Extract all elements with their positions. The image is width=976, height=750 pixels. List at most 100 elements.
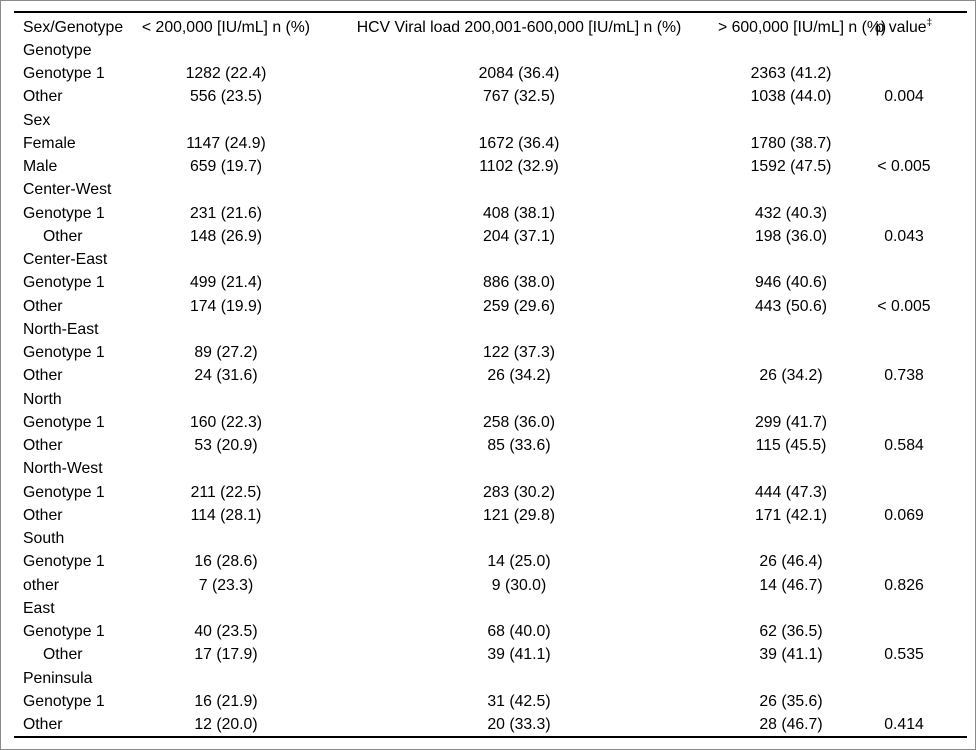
p-value-cell: 0.069	[884, 506, 924, 524]
p-value-cell	[864, 109, 967, 132]
row-label-cell: North-East	[23, 320, 99, 338]
count-lt-200k-cell: 174 (19.9)	[189, 297, 262, 315]
row-label-cell: Genotype 1	[23, 483, 105, 501]
data-row: Other 12 (20.0) 20 (33.3) 28 (46.7) 0.414	[14, 713, 967, 737]
data-row: Other 24 (31.6) 26 (34.2) 26 (34.2) 0.738	[14, 364, 967, 387]
p-value-cell: 0.584	[884, 437, 924, 454]
data-row: Genotype 1 160 (22.3) 258 (36.0) 299 (41.7)	[14, 411, 967, 434]
count-gt-600k-cell	[718, 109, 864, 132]
count-gt-600k-cell: 14 (46.7)	[759, 576, 823, 594]
p-value-cell	[864, 550, 967, 573]
count-200k-600k-cell: 1672 (36.4)	[478, 134, 560, 152]
p-value-cell	[864, 411, 967, 434]
count-lt-200k-cell	[132, 178, 320, 201]
p-value-cell	[864, 202, 967, 225]
count-200k-600k-cell: 85 (33.6)	[487, 437, 551, 454]
data-row: Genotype 1 499 (21.4) 886 (38.0) 946 (40.6)	[14, 271, 967, 294]
section-row: Sex	[14, 109, 967, 132]
row-label-cell: South	[23, 530, 65, 547]
count-lt-200k-cell	[132, 667, 320, 690]
p-value-cell: < 0.005	[877, 297, 931, 315]
row-label-cell: Genotype 1	[23, 553, 105, 571]
count-lt-200k-cell	[132, 597, 320, 620]
count-gt-600k-cell	[718, 597, 864, 620]
p-value-cell	[864, 62, 967, 85]
count-200k-600k-cell	[320, 109, 718, 132]
count-gt-600k-cell: 1038 (44.0)	[750, 88, 832, 106]
col-header-p-value: p value‡	[864, 12, 967, 39]
count-200k-600k-cell	[320, 178, 718, 201]
count-gt-600k-cell: 1592 (47.5)	[750, 158, 832, 175]
count-200k-600k-cell: 258 (36.0)	[482, 413, 555, 431]
row-label-cell: Genotype 1	[23, 65, 105, 82]
count-lt-200k-cell	[132, 527, 320, 550]
data-row: Other 17 (17.9) 39 (41.1) 39 (41.1) 0.535	[14, 643, 967, 666]
count-lt-200k-cell: 7 (23.3)	[198, 576, 254, 594]
count-gt-600k-cell: 62 (36.5)	[759, 623, 823, 640]
p-value-cell	[864, 178, 967, 201]
row-label-cell: North	[23, 390, 62, 408]
p-value-cell	[864, 132, 967, 155]
count-gt-600k-cell	[718, 527, 864, 550]
count-lt-200k-cell	[132, 318, 320, 341]
row-label-cell: Other	[43, 646, 83, 664]
row-label-cell: Other	[23, 297, 63, 315]
count-200k-600k-cell: 886 (38.0)	[482, 274, 555, 292]
row-label-cell: Genotype	[23, 41, 92, 59]
count-lt-200k-cell: 1282 (22.4)	[185, 65, 267, 82]
p-value-cell: 0.535	[884, 646, 924, 664]
count-gt-600k-cell	[718, 178, 864, 201]
row-label-cell: Genotype 1	[23, 692, 105, 710]
p-value-cell: 0.414	[884, 716, 924, 733]
p-value-cell	[864, 457, 967, 480]
data-row: Genotype 1 16 (21.9) 31 (42.5) 26 (35.6)	[14, 690, 967, 713]
count-200k-600k-cell: 408 (38.1)	[482, 204, 555, 222]
p-value-footnote-marker: ‡	[926, 16, 933, 29]
count-200k-600k-cell	[320, 318, 718, 341]
p-value-cell	[864, 620, 967, 643]
count-gt-600k-cell: 28 (46.7)	[759, 716, 823, 733]
header-row: Sex/Genotype < 200,000 [IU/mL] n (%) HCV…	[14, 12, 967, 39]
hcv-viral-load-table: Sex/Genotype < 200,000 [IU/mL] n (%) HCV…	[14, 10, 967, 739]
count-lt-200k-cell: 659 (19.7)	[189, 158, 262, 175]
count-200k-600k-cell	[320, 248, 718, 271]
p-value-cell	[864, 39, 967, 62]
count-gt-600k-cell: 2363 (41.2)	[750, 65, 832, 82]
data-row: Genotype 1 1282 (22.4) 2084 (36.4) 2363 (41…	[14, 62, 967, 85]
count-200k-600k-cell	[320, 667, 718, 690]
row-label-cell: Genotype 1	[23, 623, 105, 640]
data-row: Other 114 (28.1) 121 (29.8) 171 (42.1) 0.069	[14, 504, 967, 527]
data-row: Genotype 1 16 (28.6) 14 (25.0) 26 (46.4)	[14, 550, 967, 573]
count-lt-200k-cell: 114 (28.1)	[190, 506, 262, 524]
count-gt-600k-cell	[718, 341, 864, 364]
count-lt-200k-cell: 24 (31.6)	[194, 367, 258, 385]
count-200k-600k-cell: 2084 (36.4)	[478, 65, 560, 82]
count-lt-200k-cell: 556 (23.5)	[189, 88, 262, 106]
count-200k-600k-cell: 20 (33.3)	[487, 716, 551, 733]
p-value-cell	[864, 248, 967, 271]
count-lt-200k-cell: 499 (21.4)	[189, 274, 262, 292]
count-lt-200k-cell: 12 (20.0)	[194, 716, 258, 733]
section-row: Center-West	[14, 178, 967, 201]
count-200k-600k-cell: 26 (34.2)	[487, 367, 551, 385]
count-gt-600k-cell: 115 (45.5)	[755, 437, 827, 454]
p-value-cell: < 0.005	[877, 158, 931, 175]
count-200k-600k-cell: 122 (37.3)	[482, 344, 555, 361]
row-label-cell: North-West	[23, 460, 103, 478]
count-lt-200k-cell	[132, 109, 320, 132]
p-value-cell	[864, 271, 967, 294]
p-value-cell	[864, 527, 967, 550]
count-gt-600k-cell: 946 (40.6)	[754, 274, 827, 292]
count-200k-600k-cell	[320, 597, 718, 620]
count-gt-600k-cell: 444 (47.3)	[754, 483, 827, 501]
count-200k-600k-cell: 9 (30.0)	[491, 576, 547, 594]
count-lt-200k-cell	[132, 248, 320, 271]
count-lt-200k-cell	[132, 39, 320, 62]
p-value-cell	[864, 318, 967, 341]
count-200k-600k-cell: 121 (29.8)	[482, 506, 555, 524]
count-gt-600k-cell	[718, 457, 864, 480]
count-gt-600k-cell: 171 (42.1)	[754, 506, 827, 524]
count-lt-200k-cell: 16 (28.6)	[194, 553, 258, 571]
count-lt-200k-cell: 148 (26.9)	[189, 227, 262, 245]
count-200k-600k-cell: 259 (29.6)	[482, 297, 555, 315]
